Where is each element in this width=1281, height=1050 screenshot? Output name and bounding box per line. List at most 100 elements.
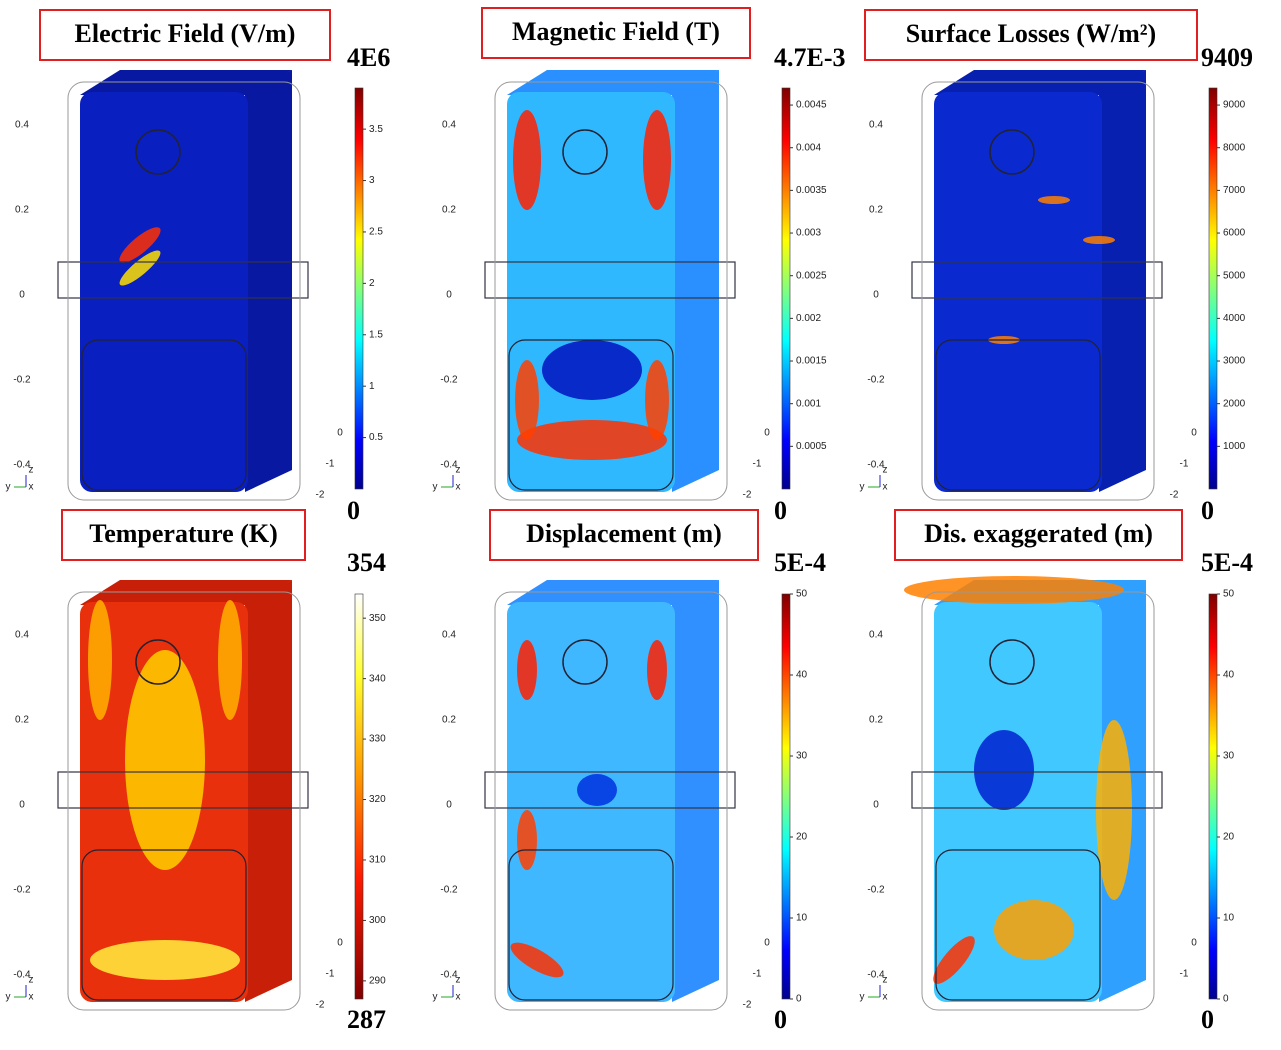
x-tick-label: 0	[1191, 938, 1197, 949]
colorbar-tick-label: 0.003	[796, 228, 821, 239]
colorbar-tick-label: 3.5	[369, 124, 383, 135]
render-side	[245, 580, 292, 1002]
render-inner	[81, 339, 247, 491]
render-port	[135, 639, 181, 685]
render-port	[135, 129, 181, 175]
render-hotspot	[510, 942, 564, 978]
x-tick-label: -1	[326, 459, 335, 470]
max-label: 354	[347, 548, 386, 577]
colorbar-tick-label: 0.0035	[796, 185, 827, 196]
render-hotspot	[542, 340, 642, 400]
render-hotspot	[517, 640, 537, 700]
colorbar-tick-label: 320	[369, 794, 386, 805]
panel: Dis. exaggerated (m) 0.4 0.2 0 -0.2 -0.4 0 -1 y x…	[860, 509, 1253, 1034]
min-label: 0	[774, 1005, 787, 1034]
render-hotspot	[577, 774, 617, 806]
triad-label: z	[29, 975, 34, 986]
max-label: 4E6	[347, 43, 390, 72]
triad-label: z	[29, 465, 34, 476]
x-tick-label: -2	[1170, 490, 1179, 501]
z-tick-label: -0.4	[440, 970, 458, 981]
panel-title: Surface Losses (W/m²)	[906, 19, 1156, 48]
render-outline	[67, 81, 301, 501]
colorbar-tick-label: 20	[796, 832, 808, 843]
colorbar-tick-label: 8000	[1223, 142, 1246, 153]
colorbar-tick-label: 300	[369, 915, 386, 926]
render-flange	[57, 771, 309, 809]
render-outline	[921, 81, 1155, 501]
x-tick-label: -1	[326, 969, 335, 980]
colorbar-tick-label: 20	[1223, 832, 1235, 843]
x-tick-label: 0	[764, 938, 770, 949]
render-flange	[484, 771, 736, 809]
colorbar-tick-label: 2	[369, 278, 375, 289]
panel: Displacement (m) 0.4 0.2 0 -0.2 -0.4 0 -1 -2 y xz 0…	[433, 509, 826, 1034]
triad-label: x	[456, 482, 461, 493]
render-hotspot	[90, 940, 240, 980]
triad-label: z	[883, 975, 888, 986]
render-front	[507, 92, 675, 492]
x-tick-label: -2	[743, 1000, 752, 1011]
colorbar-tick-label: 10	[796, 913, 808, 924]
render-port	[989, 639, 1035, 685]
triad-label: y	[6, 482, 11, 493]
z-tick-label: -0.2	[440, 375, 458, 386]
max-label: 9409	[1201, 43, 1253, 72]
colorbar-tick-label: 1000	[1223, 441, 1246, 452]
z-tick-label: 0	[873, 290, 879, 301]
z-tick-label: -0.4	[867, 970, 885, 981]
x-tick-label: 0	[764, 428, 770, 439]
x-tick-label: -2	[316, 1000, 325, 1011]
render-hotspot	[645, 360, 669, 440]
render-side	[245, 70, 292, 492]
z-tick-label: -0.2	[13, 885, 31, 896]
colorbar-tick-label: 30	[1223, 751, 1235, 762]
colorbar-tick-label: 0.002	[796, 313, 821, 324]
z-tick-label: 0	[873, 800, 879, 811]
triad-label: y	[433, 482, 438, 493]
triad-label: x	[29, 992, 34, 1003]
colorbar-tick-label: 10	[1223, 913, 1235, 924]
render-hotspot	[517, 420, 667, 460]
min-label: 0	[347, 496, 360, 525]
colorbar-tick-label: 7000	[1223, 185, 1246, 196]
render-port	[989, 129, 1035, 175]
z-tick-label: -0.2	[13, 375, 31, 386]
render-outline	[494, 81, 728, 501]
triad-label: z	[456, 975, 461, 986]
render-side	[672, 70, 719, 492]
title-box	[864, 9, 1198, 61]
z-tick-label: 0.4	[442, 120, 456, 131]
z-tick-label: -0.4	[440, 460, 458, 471]
triad-label: x	[883, 482, 888, 493]
z-tick-label: 0.4	[15, 120, 29, 131]
render-inner	[81, 849, 247, 1001]
triad-label: y	[860, 482, 865, 493]
colorbar	[781, 593, 791, 1000]
colorbar-tick-label: 310	[369, 855, 386, 866]
title-box	[481, 7, 751, 59]
render-hotspot	[125, 650, 205, 870]
triad-label: z	[456, 465, 461, 476]
render-outline	[921, 591, 1155, 1011]
colorbar-tick-label: 40	[1223, 670, 1235, 681]
panel-title: Magnetic Field (T)	[512, 17, 720, 46]
max-label: 5E-4	[774, 548, 826, 577]
z-tick-label: 0.2	[869, 205, 883, 216]
z-tick-label: 0.4	[869, 120, 883, 131]
panel: Surface Losses (W/m²) 0.4 0.2 0 -0.2 -0.4 0 -1 -…	[860, 9, 1253, 525]
render-port	[562, 639, 608, 685]
render-outline	[67, 591, 301, 1011]
colorbar-tick-label: 30	[796, 751, 808, 762]
colorbar	[1208, 593, 1218, 1000]
z-tick-label: 0.4	[442, 630, 456, 641]
colorbar-tick-label: 350	[369, 613, 386, 624]
x-tick-label: -1	[1180, 969, 1189, 980]
panel: Electric Field (V/m) 0.4 0.2 0 -0.2 -0.4 0 -1 -2…	[6, 9, 390, 525]
title-box	[61, 509, 306, 561]
colorbar-tick-label: 0	[796, 994, 802, 1005]
z-tick-label: 0.2	[15, 715, 29, 726]
colorbar	[354, 87, 364, 490]
max-label: 5E-4	[1201, 548, 1253, 577]
